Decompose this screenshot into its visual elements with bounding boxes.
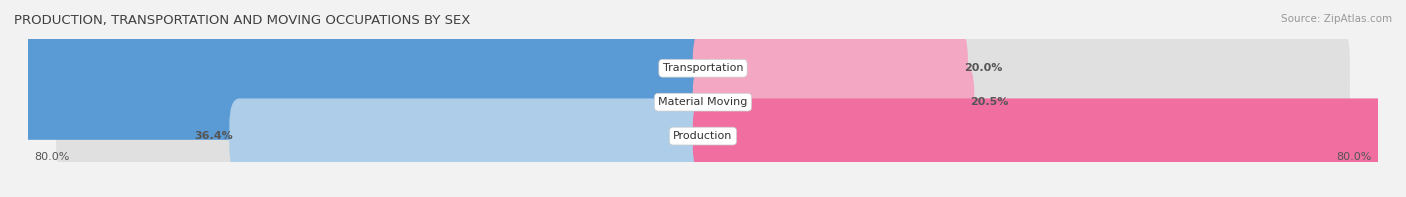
FancyBboxPatch shape [56,64,1350,140]
FancyBboxPatch shape [0,31,713,106]
Text: 80.0%: 80.0% [1336,152,1371,162]
Text: 20.5%: 20.5% [970,97,1008,107]
FancyBboxPatch shape [0,64,713,140]
Text: 80.0%: 80.0% [35,152,70,162]
FancyBboxPatch shape [229,98,713,174]
FancyBboxPatch shape [56,98,1350,174]
Text: Material Moving: Material Moving [658,97,748,107]
FancyBboxPatch shape [693,64,974,140]
Text: 20.0%: 20.0% [965,63,1002,73]
Text: PRODUCTION, TRANSPORTATION AND MOVING OCCUPATIONS BY SEX: PRODUCTION, TRANSPORTATION AND MOVING OC… [14,14,471,27]
Text: 36.4%: 36.4% [194,131,233,141]
FancyBboxPatch shape [693,31,967,106]
FancyBboxPatch shape [56,31,1350,106]
FancyBboxPatch shape [693,98,1406,174]
Text: Transportation: Transportation [662,63,744,73]
Text: Production: Production [673,131,733,141]
Text: Source: ZipAtlas.com: Source: ZipAtlas.com [1281,14,1392,24]
